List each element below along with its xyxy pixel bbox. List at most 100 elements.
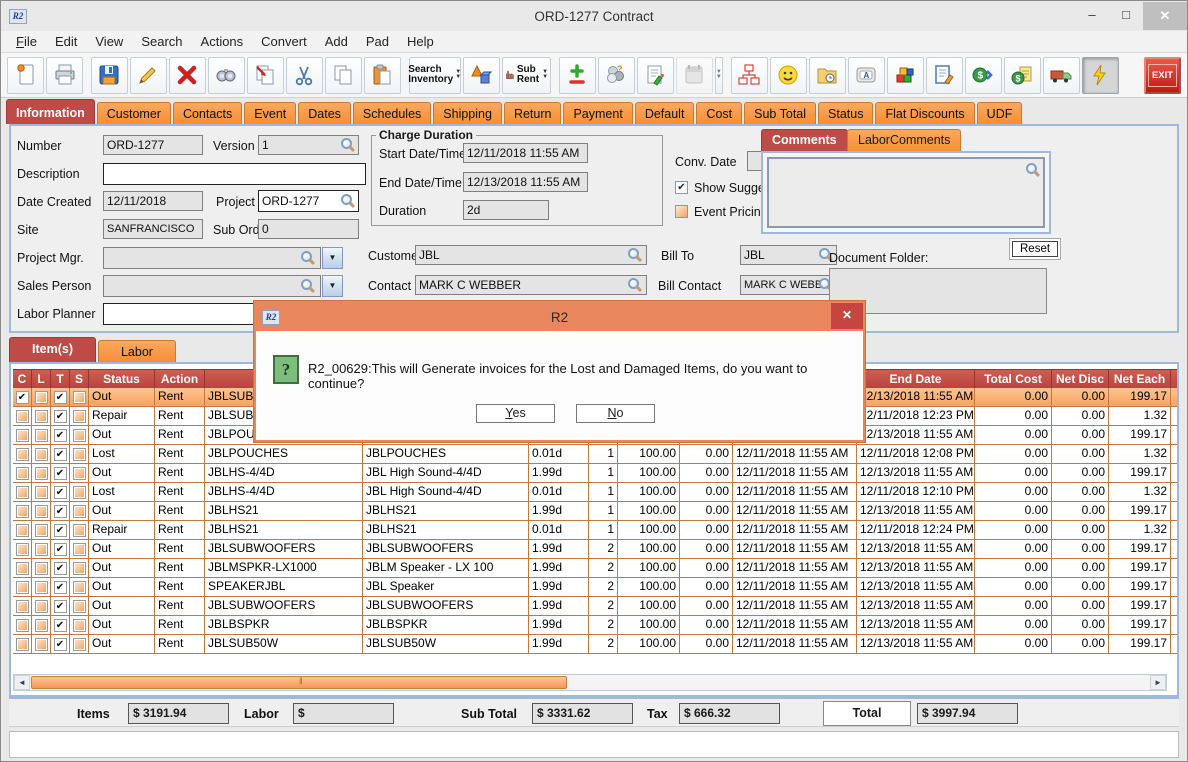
calendar-button[interactable] [675,56,713,94]
column-header-net-disc[interactable]: Net Disc [1052,369,1109,388]
table-row[interactable]: OutRentJBLHS21JBLHS211.99d1100.000.0012/… [13,502,1177,521]
checkbox-t[interactable] [53,504,67,518]
column-header[interactable] [1171,369,1177,388]
version-search-icon[interactable] [341,138,352,149]
print-button[interactable] [46,56,83,94]
tab-status[interactable]: Status [818,102,874,124]
project-search-icon[interactable] [341,194,352,205]
tab-items[interactable]: Item(s) [9,337,96,362]
description-field[interactable] [103,163,366,185]
sales-person-dropdown[interactable]: ▼ [322,275,343,297]
post-charges-button[interactable]: $ [964,56,1002,94]
checkbox-t[interactable] [53,485,67,499]
checkbox-l[interactable] [34,523,48,537]
menu-help[interactable]: Help [406,34,434,49]
checkbox-c[interactable] [15,390,29,404]
checkbox-t[interactable] [53,523,67,537]
copy-button[interactable] [324,56,362,94]
yes-button[interactable]: Yes [476,404,555,423]
find-button[interactable] [207,56,245,94]
project-field[interactable]: ORD-1277 [258,190,359,212]
table-row[interactable]: OutRentJBLSUB50WJBLSUB50W1.99d2100.000.0… [13,635,1177,654]
checkbox-c[interactable] [15,599,29,613]
tab-shipping[interactable]: Shipping [433,102,502,124]
delete-button[interactable] [168,56,206,94]
checkbox-s[interactable] [72,504,86,518]
column-header-status[interactable]: Status [89,369,155,388]
checkbox-c[interactable] [15,523,29,537]
menu-search[interactable]: Search [141,34,183,49]
history-folder-button[interactable] [808,56,846,94]
menu-edit[interactable]: Edit [54,34,78,49]
checkbox-l[interactable] [34,542,48,556]
table-row[interactable]: RepairRentJBLHS21JBLHS210.01d1100.000.00… [13,521,1177,540]
table-row[interactable]: OutRentJBLSUBWOOFERSJBLSUBWOOFERS1.99d21… [13,597,1177,616]
bill-to-field[interactable]: JBL [740,245,837,265]
number-field[interactable]: ORD-1277 [103,135,203,155]
bill-to-search-icon[interactable] [819,248,830,259]
checkbox-c[interactable] [15,637,29,651]
dialog-title-bar[interactable]: R2 R2 ✕ [256,303,863,331]
version-field[interactable]: 1 [258,135,359,155]
checkbox-s[interactable] [72,637,86,651]
shortcut-keys-button[interactable]: A [847,56,885,94]
duration-field[interactable]: 2d [463,200,549,220]
checkbox-t[interactable] [53,542,67,556]
checkbox-t[interactable] [53,428,67,442]
project-mgr-field[interactable] [103,247,321,269]
tab-sub-total[interactable]: Sub Total [744,102,817,124]
checkbox-s[interactable] [72,409,86,423]
checkbox-l[interactable] [34,390,48,404]
checkbox-s[interactable] [72,618,86,632]
tab-information[interactable]: Information [6,99,95,124]
close-button[interactable]: ✕ [1143,2,1187,30]
checkbox-c[interactable] [15,409,29,423]
horizontal-scrollbar[interactable]: ◄ ► [13,674,1167,691]
checkbox-t[interactable] [53,637,67,651]
event-pricing-checkbox[interactable] [675,205,688,218]
sales-person-field[interactable] [103,275,321,297]
sub-rent-button[interactable]: Sub Rent ▼ ▼ [501,56,552,94]
checkbox-c[interactable] [15,542,29,556]
analysis-button[interactable] [886,56,924,94]
column-header-t[interactable]: T [51,369,70,388]
tab-payment[interactable]: Payment [563,102,633,124]
calendar-dropdown-arrows-icon[interactable]: ▼ ▼ [714,56,723,94]
date-created-field[interactable]: 12/11/2018 [103,191,203,211]
checkbox-c[interactable] [15,428,29,442]
table-row[interactable]: LostRentJBLPOUCHESJBLPOUCHES0.01d1100.00… [13,445,1177,464]
customer-search-icon[interactable] [628,248,639,259]
search-inventory-button[interactable]: Search Inventory ▼ ▼ [408,56,461,94]
exit-button[interactable]: EXIT [1144,56,1181,94]
copy-special-button[interactable] [246,56,284,94]
column-header-action[interactable]: Action [155,369,205,388]
resources-button[interactable]: ? [597,56,635,94]
paste-button[interactable] [363,56,401,94]
column-header-c[interactable]: C [13,369,32,388]
checkbox-s[interactable] [72,580,86,594]
checkbox-l[interactable] [34,561,48,575]
column-header-l[interactable]: L [32,369,51,388]
add-item-button[interactable] [558,56,596,94]
checkbox-l[interactable] [34,504,48,518]
checkbox-s[interactable] [72,599,86,613]
tab-return[interactable]: Return [503,102,562,124]
invoice-button[interactable]: $ [1003,56,1041,94]
checkbox-l[interactable] [34,466,48,480]
checkbox-t[interactable] [53,466,67,480]
show-suggestions-checkbox[interactable] [675,181,688,194]
checkbox-c[interactable] [15,561,29,575]
checkbox-s[interactable] [72,485,86,499]
document-edit-button[interactable] [925,56,963,94]
tab-event[interactable]: Event [244,102,297,124]
checkbox-t[interactable] [53,599,67,613]
checkbox-c[interactable] [15,580,29,594]
scrollbar-thumb[interactable] [31,676,567,689]
bill-contact-field[interactable]: MARK C WEBBER [740,275,837,295]
checkbox-s[interactable] [72,466,86,480]
checkbox-s[interactable] [72,390,86,404]
checkbox-c[interactable] [15,466,29,480]
